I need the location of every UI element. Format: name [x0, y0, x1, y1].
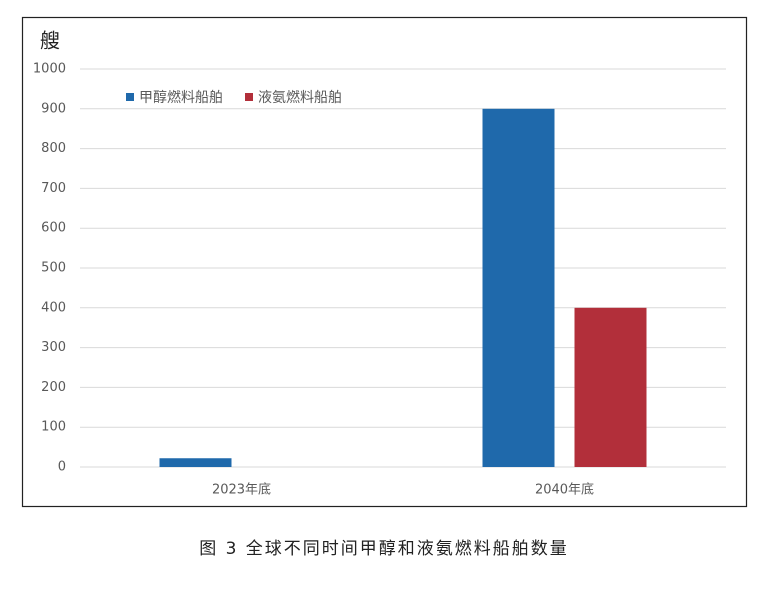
legend-label: 甲醇燃料船舶: [139, 89, 223, 106]
caption: 图 3 全球不同时间甲醇和液氨燃料船舶数量: [199, 539, 569, 559]
y-tick-label: 900: [41, 101, 66, 116]
y-tick-label: 400: [41, 300, 66, 315]
y-tick-label: 700: [41, 181, 66, 196]
bar: [574, 307, 647, 467]
x-tick-label: 2023年底: [212, 482, 271, 498]
y-tick-label: 100: [41, 420, 66, 435]
y-tick-label: 0: [58, 460, 66, 475]
y-tick-label: 500: [41, 261, 66, 276]
y-tick-label: 600: [41, 221, 66, 236]
x-tick-label: 2040年底: [535, 482, 594, 498]
y-tick-label: 200: [41, 380, 66, 395]
y-axis-label: 艘: [40, 29, 60, 53]
y-tick-label: 300: [41, 340, 66, 355]
legend-swatch: [126, 93, 134, 101]
legend-label: 液氨燃料船舶: [258, 89, 342, 106]
bar: [482, 108, 555, 468]
bar: [159, 458, 232, 467]
y-tick-label: 800: [41, 141, 66, 156]
y-tick-label: 1000: [33, 62, 66, 77]
legend-swatch: [245, 93, 253, 101]
